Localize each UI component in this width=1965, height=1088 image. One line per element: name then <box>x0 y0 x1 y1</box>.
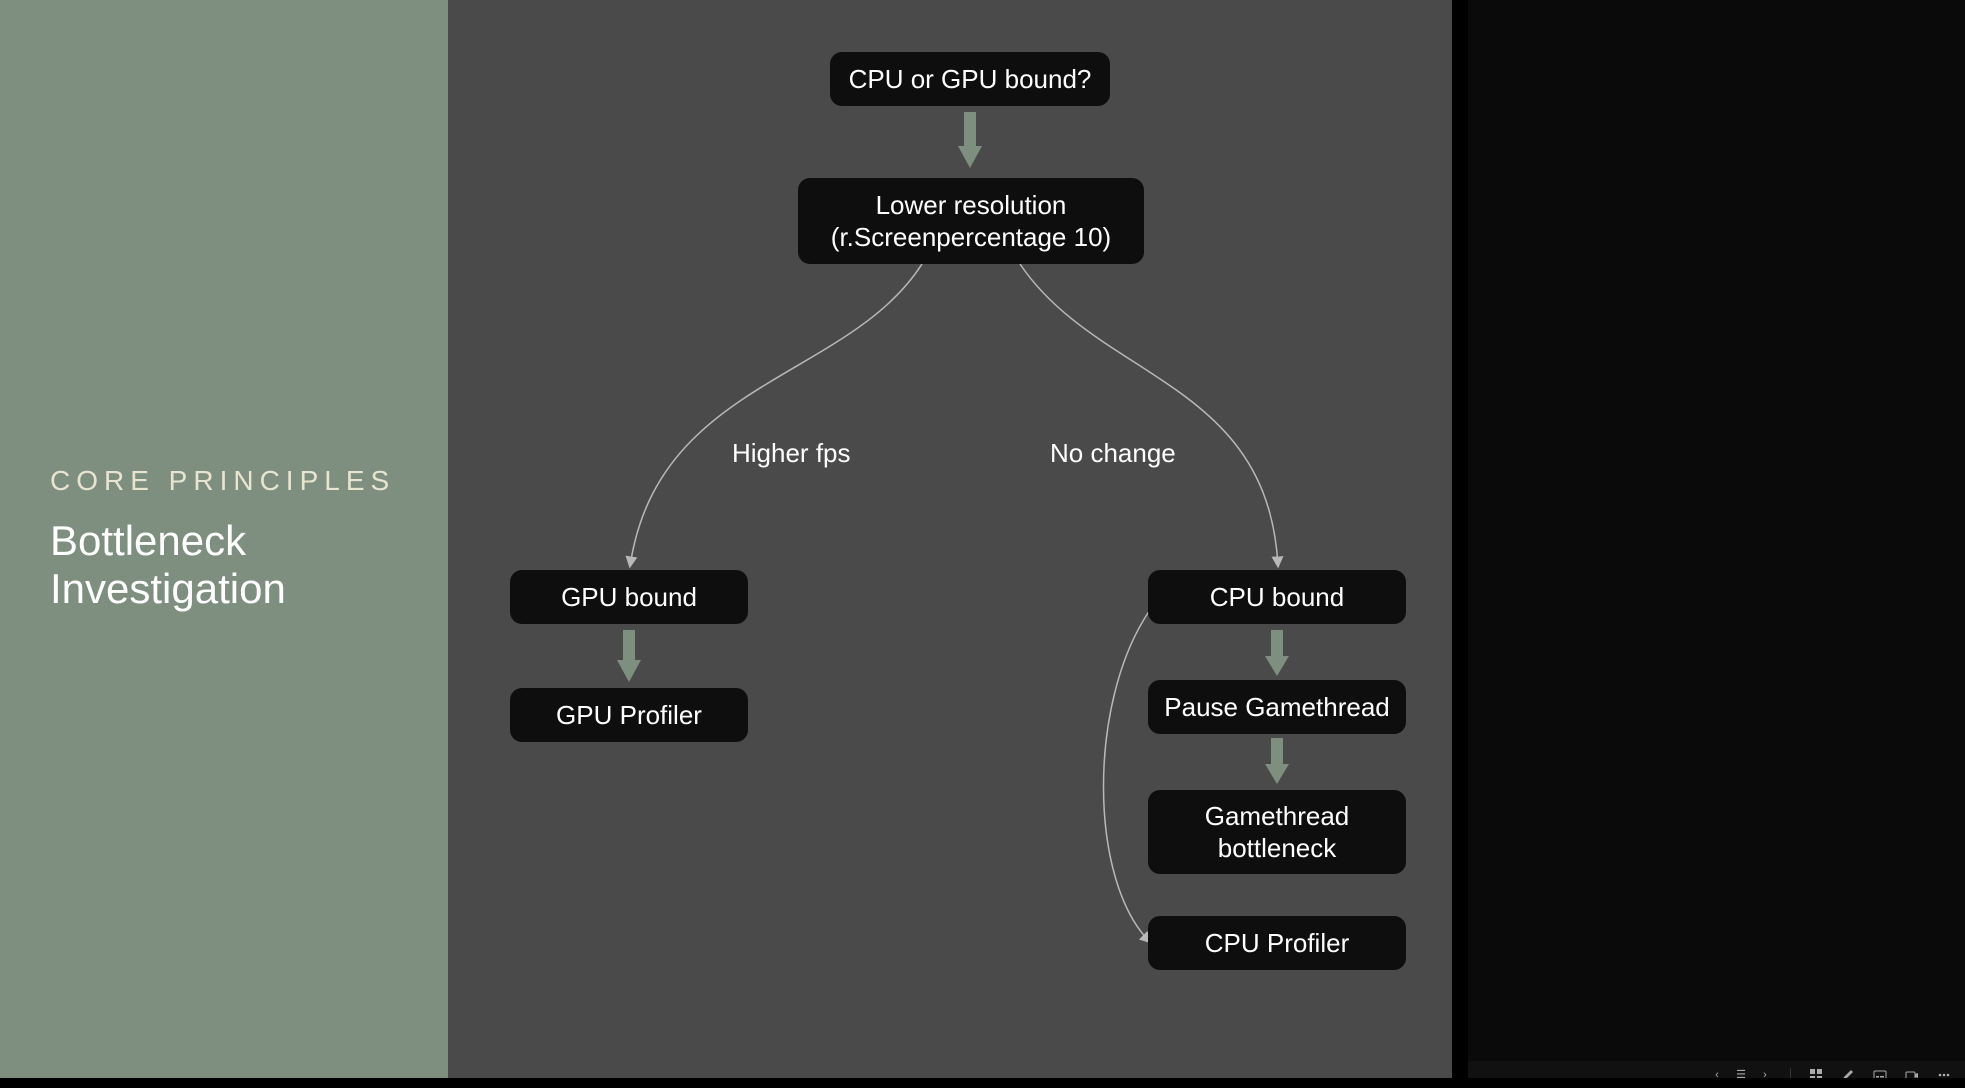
slide: CORE PRINCIPLES Bottleneck Investigation <box>0 0 1452 1078</box>
node-cpu-profiler-label: CPU Profiler <box>1205 927 1349 960</box>
sidebar-title: Bottleneck Investigation <box>50 517 398 614</box>
node-pause-label: Pause Gamethread <box>1164 691 1389 724</box>
node-lowres-label: Lower resolution(r.Screenpercentage 10) <box>831 189 1111 254</box>
node-gpu-profiler-label: GPU Profiler <box>556 699 702 732</box>
edge-label-higher-fps: Higher fps <box>732 438 851 469</box>
slide-sidebar: CORE PRINCIPLES Bottleneck Investigation <box>0 0 448 1078</box>
slide-right-border <box>1452 0 1468 1078</box>
node-gpu-bound: GPU bound <box>510 570 748 624</box>
node-gamethread-bottleneck: Gamethreadbottleneck <box>1148 790 1406 874</box>
flowchart-canvas: CPU or GPU bound? Lower resolution(r.Scr… <box>448 0 1452 1078</box>
presenter-notes-panel <box>1468 0 1965 1061</box>
sidebar-eyebrow: CORE PRINCIPLES <box>50 465 398 497</box>
node-cpu-bound: CPU bound <box>1148 570 1406 624</box>
node-cpu-bound-label: CPU bound <box>1210 581 1344 614</box>
node-gpu-profiler: GPU Profiler <box>510 688 748 742</box>
node-gpu-bound-label: GPU bound <box>561 581 697 614</box>
node-root: CPU or GPU bound? <box>830 52 1110 106</box>
sidebar-title-line2: Investigation <box>50 565 286 612</box>
node-root-label: CPU or GPU bound? <box>849 63 1092 96</box>
sidebar-title-line1: Bottleneck <box>50 517 246 564</box>
node-cpu-profiler: CPU Profiler <box>1148 916 1406 970</box>
edge-label-no-change: No change <box>1050 438 1176 469</box>
node-pause-gamethread: Pause Gamethread <box>1148 680 1406 734</box>
node-lowres: Lower resolution(r.Screenpercentage 10) <box>798 178 1144 264</box>
node-gt-bottle-label: Gamethreadbottleneck <box>1205 800 1350 865</box>
stage-bottom-border <box>0 1078 1965 1088</box>
